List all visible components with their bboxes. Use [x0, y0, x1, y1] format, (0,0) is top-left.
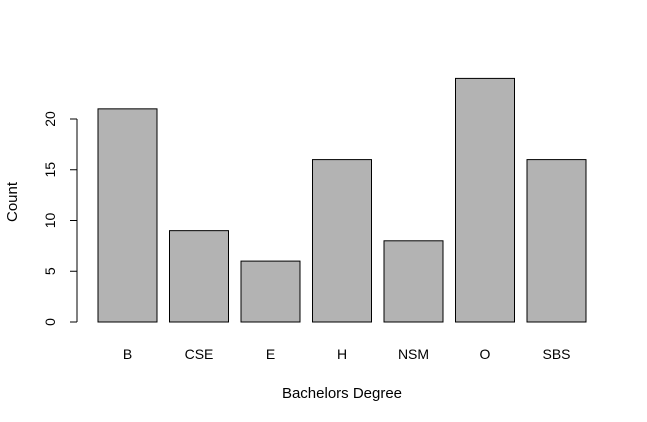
bar-cse	[169, 230, 229, 323]
y-tick-label-5: 5	[42, 267, 58, 275]
bar-b	[97, 108, 158, 323]
x-tick-label-h: H	[337, 346, 347, 362]
x-tick-label-b: B	[123, 346, 132, 362]
x-tick-label-nsm: NSM	[398, 346, 429, 362]
bar-o	[455, 77, 515, 323]
x-tick-label-cse: CSE	[185, 346, 214, 362]
y-axis: 0 5 10 15 20	[42, 111, 78, 326]
y-tick-label-20: 20	[42, 111, 58, 127]
x-axis-title: Bachelors Degree	[282, 385, 402, 402]
bar-h	[312, 159, 372, 323]
bar-nsm	[383, 240, 444, 323]
x-tick-label-o: O	[480, 346, 491, 362]
bars-group	[97, 77, 587, 323]
x-tick-label-sbs: SBS	[542, 346, 570, 362]
y-tick-label-0: 0	[42, 318, 58, 326]
bar-sbs	[526, 159, 587, 323]
x-tick-label-e: E	[266, 346, 275, 362]
y-tick-label-15: 15	[42, 162, 58, 178]
bar-e	[240, 260, 301, 323]
y-tick-label-10: 10	[42, 213, 58, 229]
y-axis-title: Count	[4, 181, 21, 222]
x-axis-labels: B CSE E H NSM O SBS	[123, 346, 571, 362]
